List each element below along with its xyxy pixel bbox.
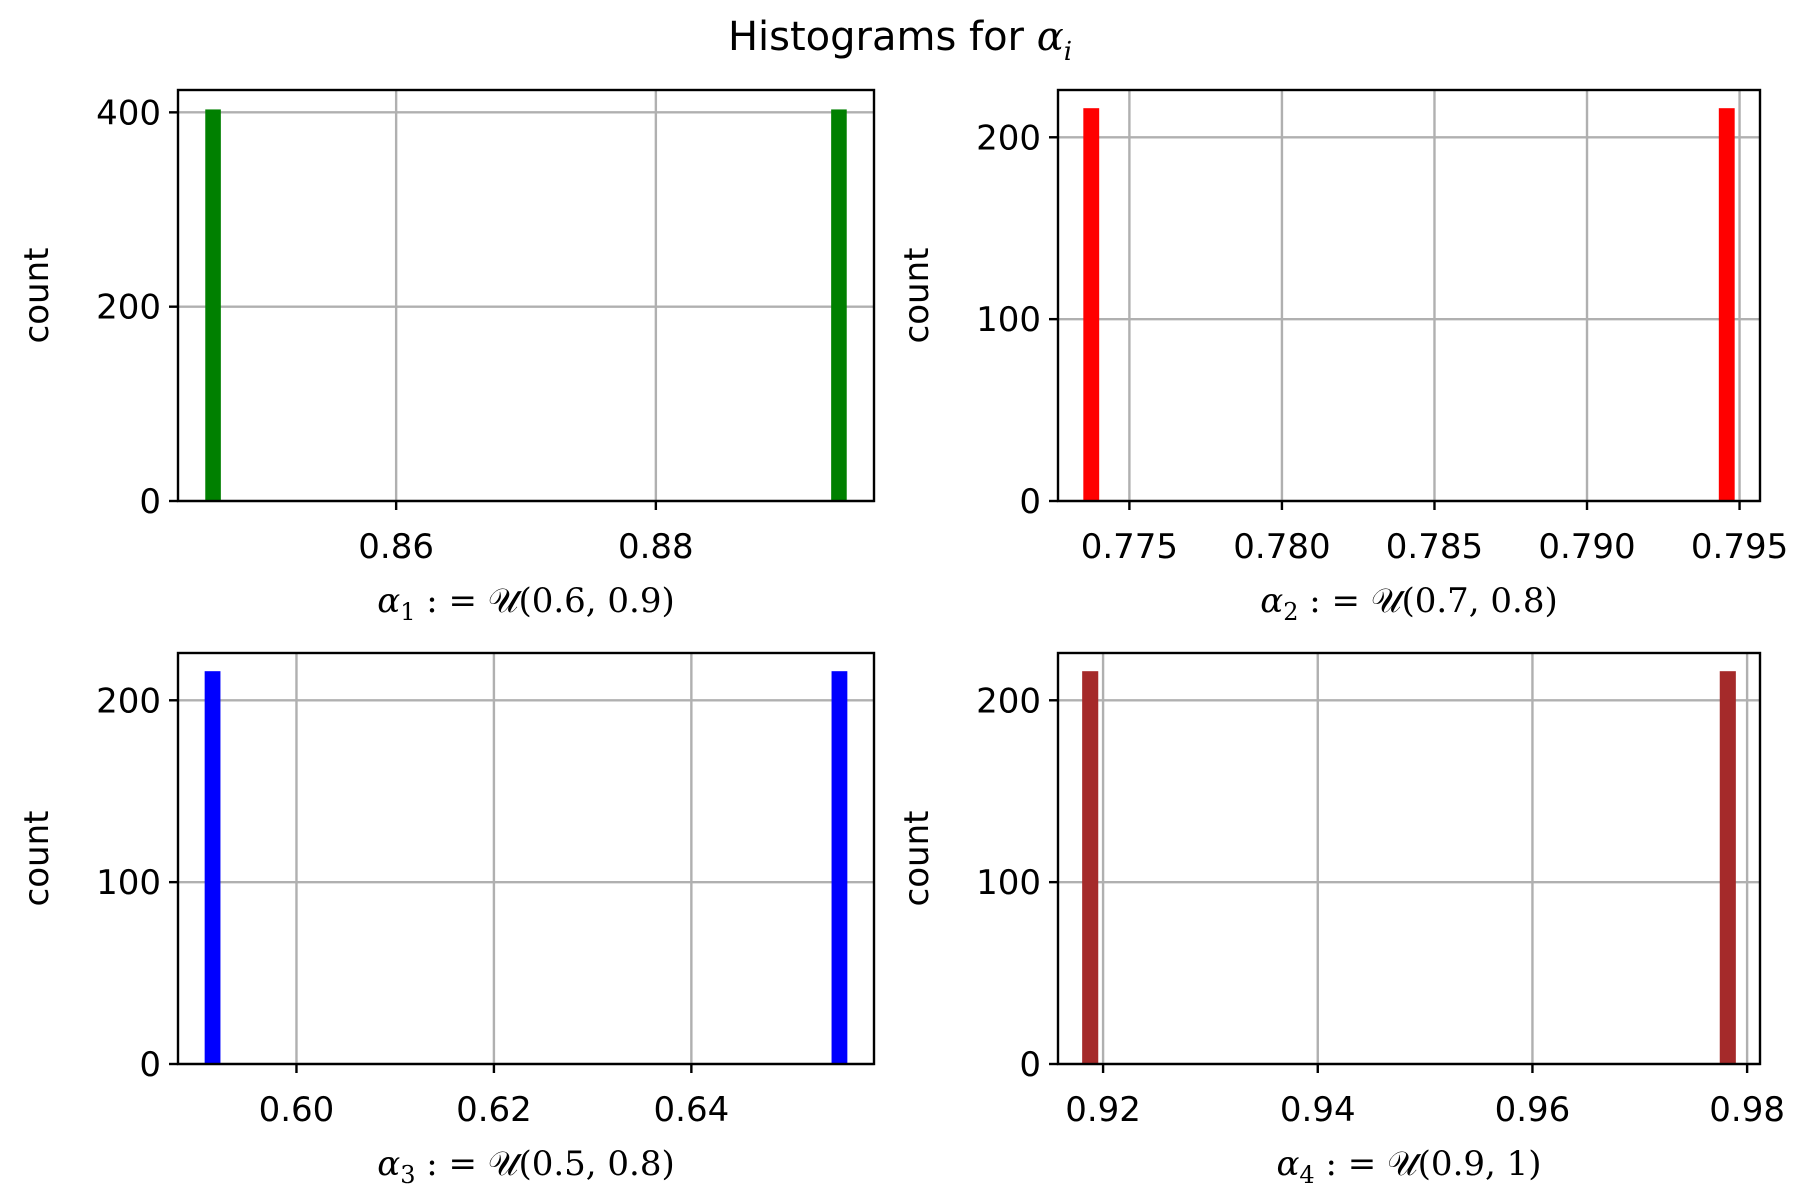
figure-title: Histograms for αi — [728, 14, 1072, 67]
x-tick-label: 0.60 — [259, 1090, 335, 1130]
figure-title-symbol: α — [1037, 14, 1064, 60]
x-axis-label-distribution: : = 𝒰(0.6, 0.9) — [415, 581, 674, 621]
x-tick-label: 0.785 — [1386, 527, 1483, 567]
x-tick-label: 0.790 — [1538, 527, 1635, 567]
x-tick-label: 0.64 — [654, 1090, 730, 1130]
plot-frame — [1056, 651, 1762, 1066]
x-axis-label: α4 : = 𝒰(0.9, 1) — [1276, 1144, 1541, 1189]
y-axis-label: count — [17, 811, 57, 907]
histogram-bar — [1718, 108, 1735, 501]
x-axis-label-subscript: 4 — [1299, 1161, 1314, 1189]
x-axis-label-distribution: : = 𝒰(0.5, 0.8) — [415, 1144, 674, 1184]
x-axis-label: α2 : = 𝒰(0.7, 0.8) — [1260, 581, 1558, 626]
histogram-bar — [204, 671, 221, 1064]
histogram-panel-1: 0.86 0.88 0 200 400 count α1 : = 𝒰(0.6, 0.9) — [17, 88, 876, 626]
figure-title-text: Histograms for — [728, 14, 1037, 60]
histogram-panel-3: 0.60 0.62 0.64 0 100 200 count α3 : = 𝒰(0.5, 0.… — [17, 651, 876, 1189]
x-axis-label-symbol: α — [377, 1144, 400, 1184]
x-axis-label: α1 : = 𝒰(0.6, 0.9) — [377, 581, 675, 626]
x-axis-label-symbol: α — [377, 581, 400, 621]
x-tick-label: 0.98 — [1709, 1090, 1785, 1130]
y-tick-label: 0 — [139, 1045, 161, 1085]
x-tick-label: 0.96 — [1495, 1090, 1571, 1130]
histogram-panel-4: 0.92 0.94 0.96 0.98 0 100 200 count α4 : = 𝒰(0.9… — [897, 651, 1785, 1189]
y-tick-label: 200 — [976, 118, 1041, 158]
x-axis-label-symbol: α — [1276, 1144, 1299, 1184]
x-axis-label-distribution: : = 𝒰(0.7, 0.8) — [1298, 581, 1557, 621]
x-tick-label: 0.94 — [1280, 1090, 1356, 1130]
y-tick-label: 0 — [139, 482, 161, 522]
histogram-bar — [831, 109, 847, 502]
y-axis-label: count — [897, 248, 937, 344]
y-tick-label: 100 — [976, 300, 1041, 340]
y-tick-label: 400 — [96, 93, 161, 133]
x-tick-label: 0.92 — [1065, 1090, 1141, 1130]
x-tick-label: 0.62 — [456, 1090, 532, 1130]
histogram-bar — [1082, 671, 1099, 1064]
plot-frame — [176, 651, 876, 1066]
x-axis-label-subscript: 1 — [400, 598, 415, 626]
y-tick-label: 100 — [96, 863, 161, 903]
x-axis-label-subscript: 2 — [1283, 598, 1298, 626]
histogram-bar — [831, 671, 848, 1064]
x-axis-label-symbol: α — [1260, 581, 1283, 621]
x-tick-label: 0.86 — [358, 527, 434, 567]
y-axis-label: count — [897, 811, 937, 907]
y-tick-label: 0 — [1019, 482, 1041, 522]
x-axis-label-distribution: : = 𝒰(0.9, 1) — [1315, 1144, 1542, 1184]
plot-frame — [176, 88, 876, 503]
y-tick-label: 200 — [976, 681, 1041, 721]
y-axis-label: count — [17, 248, 57, 344]
y-tick-label: 100 — [976, 863, 1041, 903]
x-tick-label: 0.775 — [1081, 527, 1178, 567]
histogram-bar — [205, 109, 221, 502]
plot-frame — [1056, 88, 1762, 503]
y-tick-label: 0 — [1019, 1045, 1041, 1085]
x-tick-label: 0.88 — [618, 527, 694, 567]
histogram-panel-2: 0.775 0.780 0.785 0.790 0.795 0 100 200 count α2 … — [897, 88, 1788, 626]
y-tick-label: 200 — [96, 681, 161, 721]
x-axis-label-subscript: 3 — [400, 1161, 415, 1189]
y-tick-label: 200 — [96, 288, 161, 328]
figure-title-subscript: i — [1064, 37, 1072, 67]
x-tick-label: 0.780 — [1233, 527, 1330, 567]
histogram-bar — [1719, 671, 1736, 1064]
x-axis-label: α3 : = 𝒰(0.5, 0.8) — [377, 1144, 675, 1189]
x-tick-label: 0.795 — [1691, 527, 1788, 567]
histogram-bar — [1083, 108, 1100, 501]
